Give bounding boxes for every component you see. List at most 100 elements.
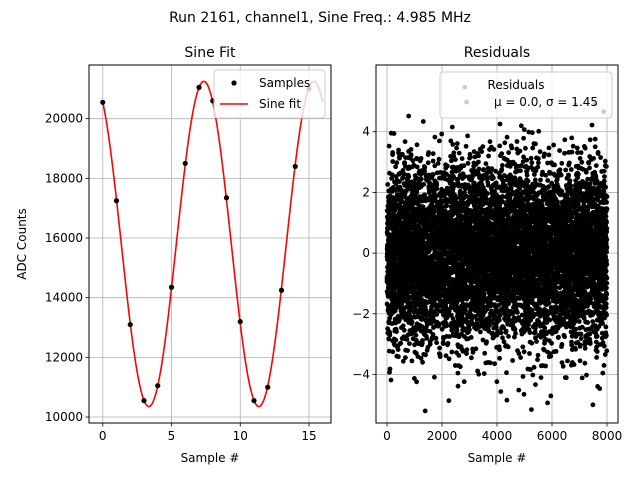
residual-point — [422, 408, 428, 414]
residual-point — [430, 332, 436, 337]
residual-point — [509, 145, 515, 151]
sample-point — [127, 321, 133, 328]
residual-point — [426, 150, 431, 155]
residual-point — [465, 161, 471, 166]
residual-point — [413, 332, 419, 338]
residual-point — [464, 347, 470, 353]
residual-point — [518, 123, 524, 129]
residual-point — [486, 153, 491, 159]
residual-point — [419, 198, 425, 204]
sample-point — [100, 99, 106, 105]
residual-point — [434, 193, 439, 198]
sine-fit-xlabel: Sample # — [181, 451, 240, 465]
residual-point — [518, 168, 523, 174]
figure-suptitle: Run 2161, channel1, Sine Freq.: 4.985 MH… — [169, 10, 471, 26]
residual-point — [497, 143, 503, 149]
residual-point — [461, 326, 467, 332]
sample-point — [223, 195, 230, 201]
residual-point — [398, 340, 404, 346]
residual-point — [453, 157, 458, 163]
residual-point — [445, 340, 451, 346]
sine-fit-ylabel: ADC Counts — [15, 208, 29, 280]
residual-point — [391, 131, 397, 136]
residual-point — [434, 340, 439, 346]
residual-point — [418, 176, 424, 182]
sine-fit-ytick-label: 20000 — [45, 112, 83, 126]
sample-point — [265, 384, 271, 390]
residual-point — [395, 347, 401, 352]
residual-point — [479, 149, 485, 155]
residual-point — [476, 159, 481, 165]
sine-fit-xtick-label: 0 — [99, 429, 107, 443]
sine-fit-ytick-label: 16000 — [45, 231, 83, 245]
residual-point — [430, 172, 436, 177]
residual-point — [437, 321, 442, 327]
residual-point — [456, 150, 462, 156]
residual-point — [437, 354, 443, 359]
residual-point — [414, 164, 420, 170]
residual-point — [435, 161, 441, 166]
residual-point — [481, 291, 487, 297]
residual-point — [468, 335, 474, 340]
residual-point — [478, 329, 483, 335]
residual-point — [405, 348, 410, 353]
residual-point — [432, 163, 438, 169]
residual-point — [462, 174, 468, 179]
residual-point — [483, 161, 489, 167]
residual-point — [498, 330, 504, 336]
residual-point — [422, 165, 428, 170]
residual-point — [484, 339, 489, 345]
sample-point — [113, 198, 120, 204]
residual-point — [467, 327, 472, 332]
sample-point — [141, 398, 147, 404]
residual-point — [469, 355, 474, 361]
residual-point — [491, 175, 496, 181]
residual-point — [422, 169, 428, 174]
residual-point — [430, 204, 435, 210]
residual-point — [412, 376, 417, 381]
residual-point — [433, 335, 439, 341]
residual-point — [476, 166, 482, 172]
sample-point — [292, 163, 298, 170]
residual-point — [434, 186, 440, 192]
sine-fit-line — [101, 80, 324, 408]
sample-point — [237, 318, 243, 325]
residual-point — [396, 318, 402, 323]
residual-point — [427, 328, 433, 334]
legend-samples-marker — [231, 80, 237, 86]
residual-point — [485, 191, 490, 196]
sine-fit-plot-area — [100, 80, 324, 408]
residual-point — [408, 147, 414, 152]
residual-point — [444, 321, 449, 327]
residual-point — [389, 172, 395, 178]
residual-point — [421, 181, 427, 187]
residual-point — [516, 387, 522, 393]
sine-fit-xtick-label: 5 — [168, 429, 176, 443]
residual-point — [505, 344, 511, 350]
residual-point — [418, 156, 424, 161]
residual-point — [497, 347, 502, 353]
residual-point — [518, 355, 523, 360]
residual-point — [402, 171, 407, 177]
sample-point — [155, 383, 161, 389]
residual-point — [423, 352, 428, 358]
residual-point — [409, 358, 415, 364]
residual-point — [480, 144, 486, 150]
residual-point — [418, 356, 424, 361]
sine-fit-ytick-label: 14000 — [45, 291, 83, 305]
residual-point — [517, 148, 523, 154]
residual-point — [504, 370, 509, 376]
residual-point — [390, 150, 396, 155]
residual-point — [387, 330, 393, 335]
residual-point — [487, 139, 493, 145]
residual-point — [390, 349, 396, 355]
legend-samples-label: Samples — [259, 76, 310, 90]
residual-point — [408, 153, 414, 158]
residual-point — [420, 119, 426, 124]
residual-point — [456, 353, 462, 358]
residual-point — [438, 170, 443, 175]
residual-point — [504, 397, 510, 403]
sine-fit-axes: Sine Fit 0 5 10 151000012000140001600018000… — [15, 45, 332, 465]
residual-point — [455, 370, 461, 376]
